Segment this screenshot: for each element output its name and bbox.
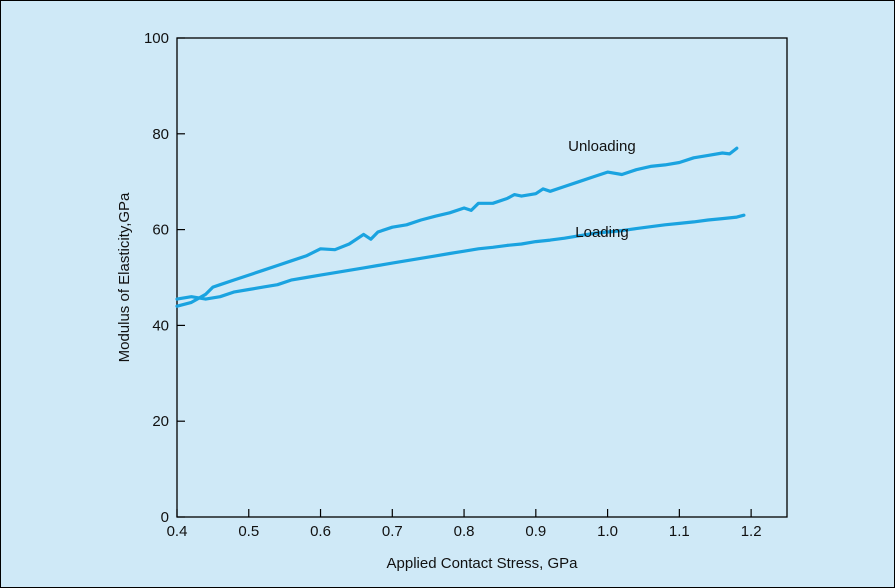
y-tick-label: 100 [144, 30, 169, 47]
y-tick-label: 0 [161, 509, 169, 526]
x-axis-label: Applied Contact Stress, GPa [387, 555, 579, 572]
plot-area [176, 37, 788, 518]
x-tick-label: 0.4 [167, 523, 188, 540]
x-tick-label: 0.6 [310, 523, 331, 540]
annotation-loading: Loading [575, 224, 628, 241]
plot-frame [176, 37, 788, 518]
x-tick-label: 0.5 [238, 523, 259, 540]
y-tick-label: 60 [152, 222, 169, 239]
x-tick-label: 1.2 [741, 523, 762, 540]
x-tick-label: 0.9 [525, 523, 546, 540]
y-axis-label: Modulus of Elasticity,GPa [116, 192, 133, 362]
y-axis-ticks: 0 20 40 60 80 100 [144, 30, 185, 526]
x-axis-ticks: 0.4 0.5 0.6 0.7 0.8 0.9 1.0 1.1 1.2 [167, 509, 762, 540]
series-line-unloading [175, 146, 739, 308]
annotations: Unloading Loading [568, 138, 636, 241]
series-line-loading [175, 213, 746, 301]
y-tick-label: 80 [152, 126, 169, 143]
x-tick-label: 1.1 [669, 523, 690, 540]
y-tick-label: 20 [152, 413, 169, 430]
y-tick-label: 40 [152, 317, 169, 334]
x-tick-label: 1.0 [597, 523, 618, 540]
x-tick-label: 0.7 [382, 523, 403, 540]
x-tick-label: 0.8 [454, 523, 475, 540]
annotation-unloading: Unloading [568, 138, 636, 155]
series-lines [175, 146, 746, 308]
